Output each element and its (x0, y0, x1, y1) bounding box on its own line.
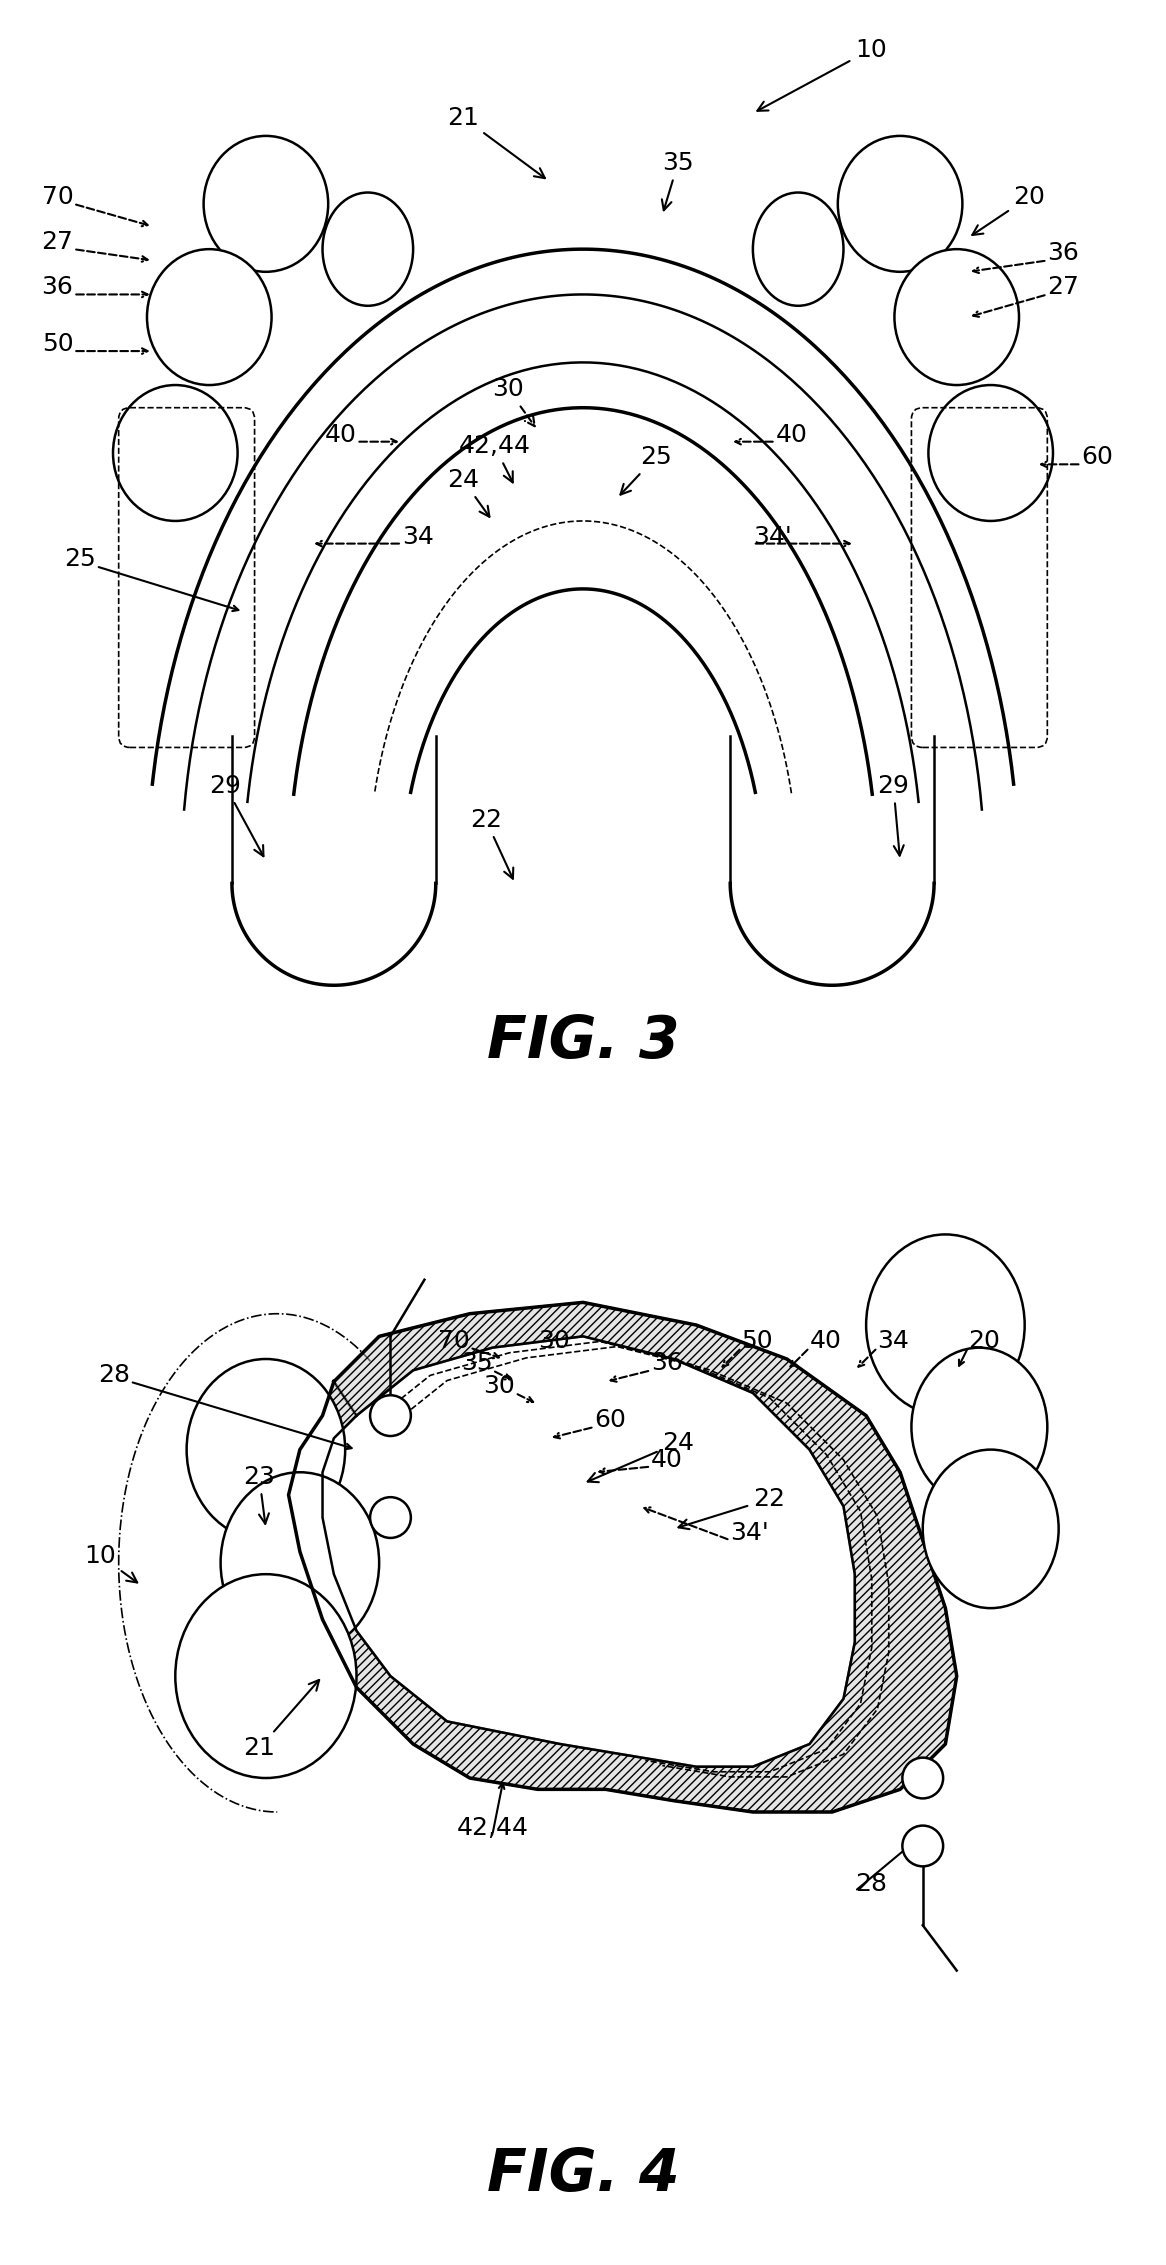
Circle shape (902, 1758, 943, 1798)
Text: 60: 60 (595, 1409, 626, 1431)
Text: 30: 30 (483, 1375, 515, 1398)
Text: 70: 70 (42, 186, 73, 208)
Text: 24: 24 (447, 469, 490, 516)
Text: FIG. 4: FIG. 4 (486, 2145, 680, 2204)
Ellipse shape (187, 1359, 345, 1540)
Ellipse shape (912, 1348, 1047, 1506)
Text: 36: 36 (651, 1352, 683, 1375)
Text: 70: 70 (438, 1330, 470, 1352)
Text: FIG. 3: FIG. 3 (486, 1012, 680, 1071)
Ellipse shape (175, 1574, 357, 1778)
Text: 23: 23 (244, 1465, 275, 1524)
Polygon shape (288, 1302, 957, 1812)
Text: 22: 22 (470, 809, 513, 879)
Text: 30: 30 (492, 378, 535, 426)
Text: 50: 50 (42, 333, 73, 356)
Ellipse shape (894, 249, 1019, 385)
Ellipse shape (753, 193, 843, 306)
Text: 27: 27 (42, 231, 73, 254)
Text: 22: 22 (679, 1488, 785, 1529)
Text: 40: 40 (809, 1330, 842, 1352)
Text: 21: 21 (447, 106, 545, 179)
Text: 27: 27 (1047, 276, 1080, 299)
Text: 36: 36 (1047, 242, 1080, 265)
Text: 36: 36 (42, 276, 73, 299)
Ellipse shape (204, 136, 328, 272)
Ellipse shape (928, 385, 1053, 521)
Text: 42,44: 42,44 (456, 1817, 528, 1839)
Ellipse shape (220, 1472, 379, 1653)
Text: 34': 34' (753, 525, 792, 548)
Text: 40: 40 (324, 424, 357, 446)
Text: 10: 10 (85, 1545, 138, 1583)
Text: 21: 21 (244, 1681, 319, 1760)
Ellipse shape (838, 136, 962, 272)
Text: 24: 24 (588, 1431, 694, 1481)
Text: 40: 40 (651, 1447, 683, 1472)
Text: 28: 28 (855, 1873, 887, 1896)
Ellipse shape (113, 385, 238, 521)
Text: 34': 34' (730, 1522, 768, 1545)
Ellipse shape (866, 1234, 1025, 1416)
Text: 40: 40 (775, 424, 807, 446)
Text: 28: 28 (98, 1364, 129, 1386)
Text: 35: 35 (662, 152, 694, 211)
Ellipse shape (147, 249, 272, 385)
Text: 25: 25 (64, 548, 96, 571)
Text: 42,44: 42,44 (458, 435, 531, 482)
Text: 34: 34 (402, 525, 434, 548)
Circle shape (902, 1826, 943, 1866)
Text: 60: 60 (1081, 446, 1114, 469)
Text: 25: 25 (620, 446, 672, 494)
Text: 20: 20 (968, 1330, 1000, 1352)
Text: 20: 20 (972, 186, 1045, 236)
Text: 34: 34 (878, 1330, 909, 1352)
Text: 10: 10 (758, 39, 886, 111)
Text: 29: 29 (209, 775, 264, 856)
Ellipse shape (323, 193, 413, 306)
Circle shape (370, 1497, 410, 1538)
Text: 35: 35 (461, 1352, 492, 1375)
Circle shape (370, 1395, 410, 1436)
Text: 30: 30 (538, 1330, 569, 1352)
Ellipse shape (922, 1450, 1059, 1608)
Text: 50: 50 (742, 1330, 773, 1352)
Text: 29: 29 (878, 775, 909, 856)
